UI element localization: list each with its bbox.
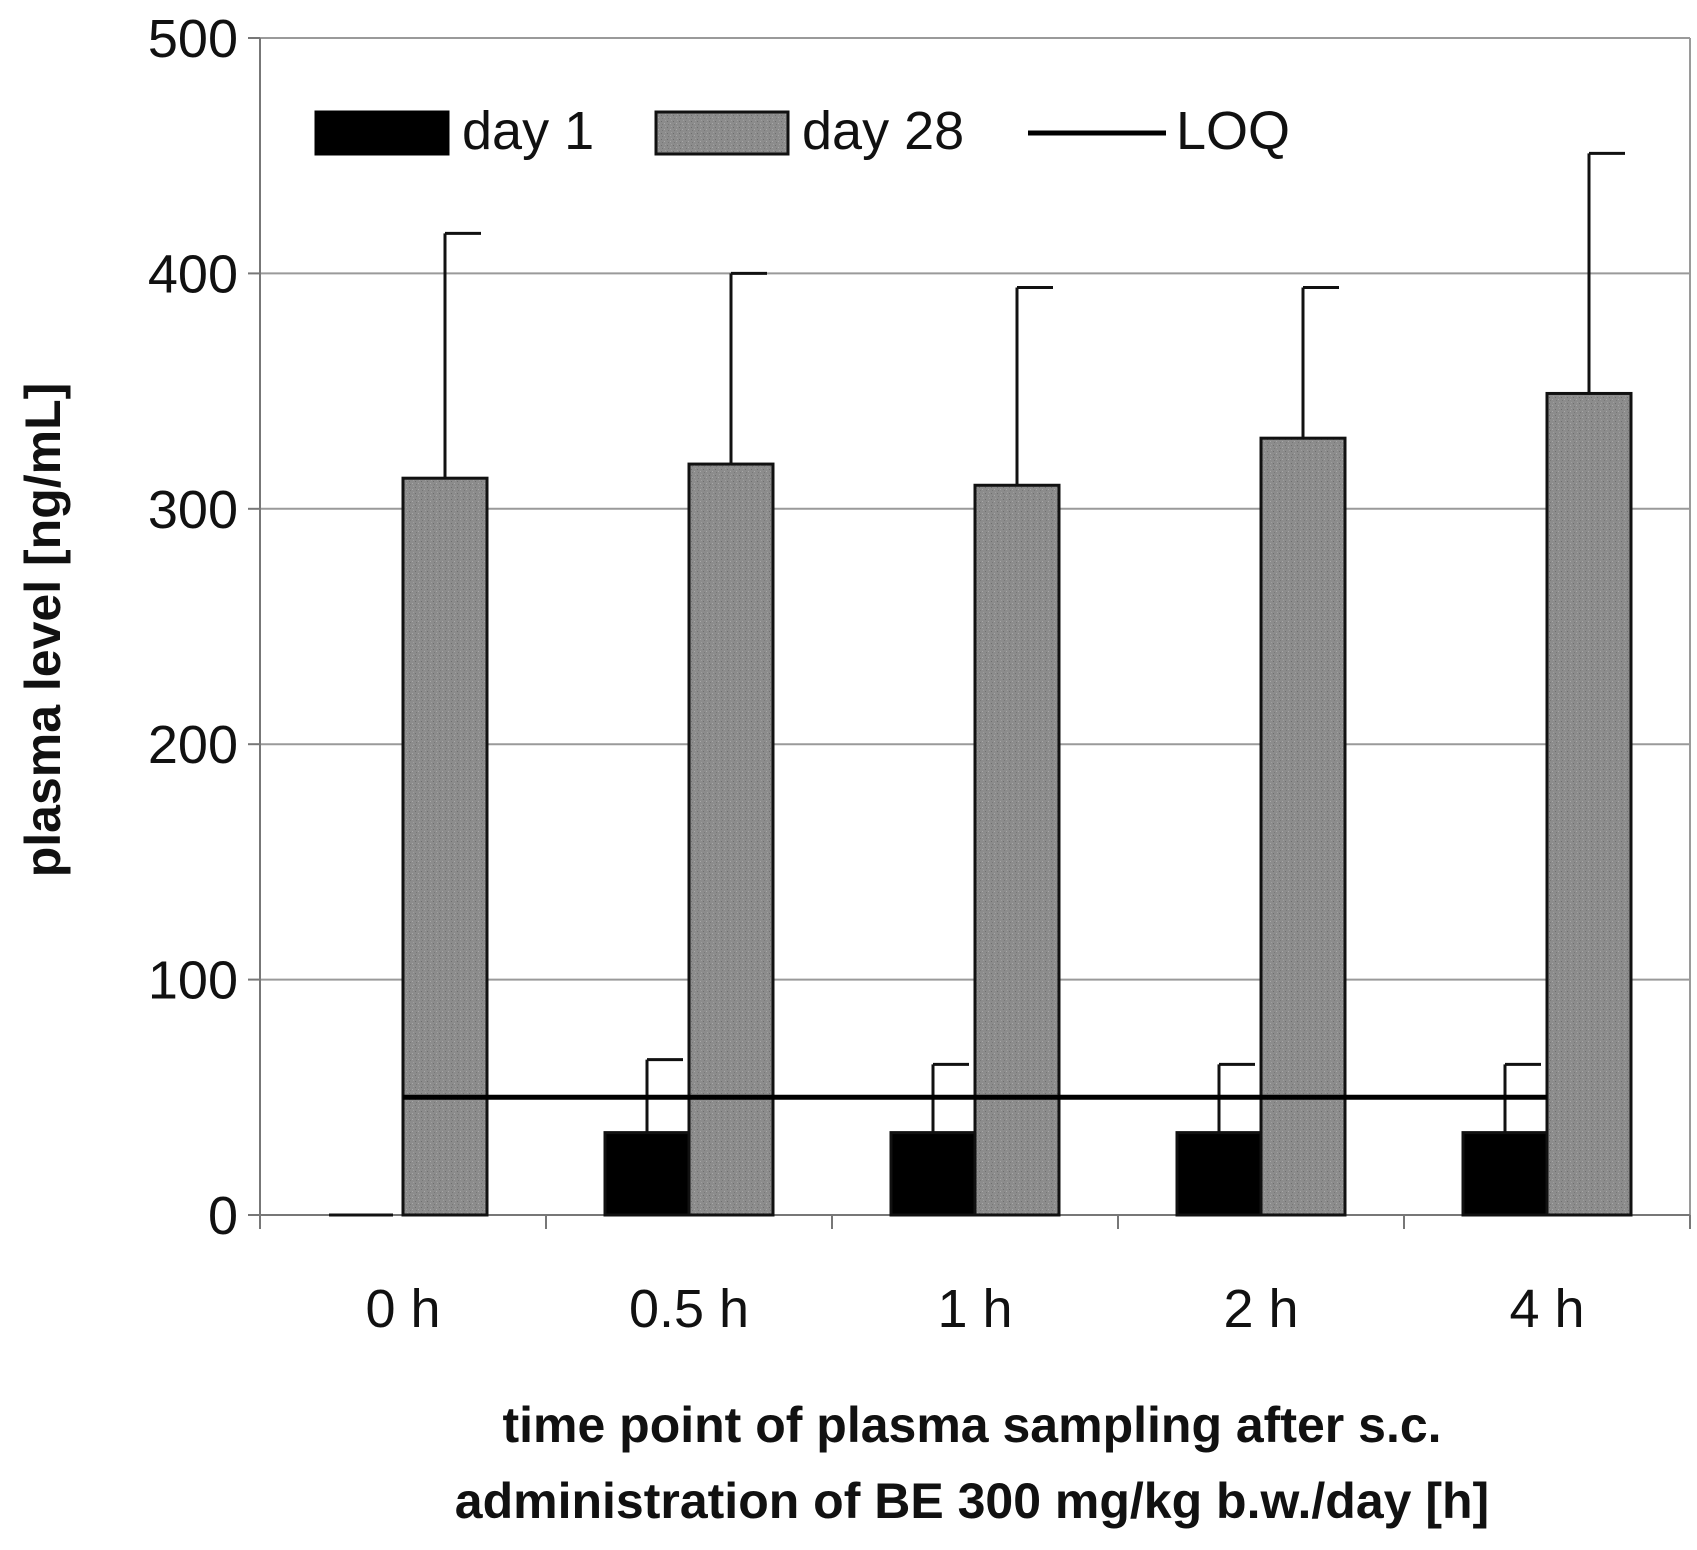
y-tick-label-500: 500 (148, 9, 238, 69)
y-tick-label-400: 400 (148, 244, 238, 304)
x-tick-label-3: 2 h (1223, 1279, 1298, 1339)
x-tick-label-0: 0 h (365, 1279, 440, 1339)
legend-swatch-day1 (314, 110, 450, 156)
legend-swatch-day28 (654, 110, 790, 156)
y-tick-label-300: 300 (148, 480, 238, 540)
legend-label-day28: day 28 (802, 101, 964, 161)
x-axis-ticks: 0 h 0.5 h 1 h 2 h 4 h (259, 1215, 1691, 1339)
bar-day1-2 (889, 1131, 977, 1217)
x-tick-label-1: 0.5 h (629, 1279, 749, 1339)
bar-day28-1 (687, 462, 775, 1217)
legend-label-day1: day 1 (462, 101, 594, 161)
bars (329, 391, 1633, 1217)
y-tick-label-100: 100 (148, 951, 238, 1011)
x-tick-label-4: 4 h (1509, 1279, 1584, 1339)
legend: day 1 day 28 LOQ (314, 101, 1290, 161)
bar-day28-4 (1545, 391, 1633, 1217)
bar-day1-4 (1461, 1131, 1549, 1217)
bar-day28-3 (1259, 436, 1347, 1217)
x-axis-title-line-2: administration of BE 300 mg/kg b.w./day … (455, 1473, 1489, 1529)
bar-day1-1 (603, 1131, 691, 1217)
y-axis-title: plasma level [ng/mL] (15, 383, 71, 878)
bar-day28-0 (401, 476, 489, 1217)
y-tick-label-0: 0 (208, 1186, 238, 1246)
y-tick-label-200: 200 (148, 715, 238, 775)
legend-label-loq: LOQ (1176, 101, 1290, 161)
bar-day28-2 (973, 483, 1061, 1217)
x-tick-label-2: 1 h (937, 1279, 1012, 1339)
y-axis-ticks: 0 100 200 300 400 500 (148, 9, 260, 1246)
x-axis-title-line-1: time point of plasma sampling after s.c. (502, 1397, 1441, 1453)
bar-day1-3 (1175, 1131, 1263, 1217)
